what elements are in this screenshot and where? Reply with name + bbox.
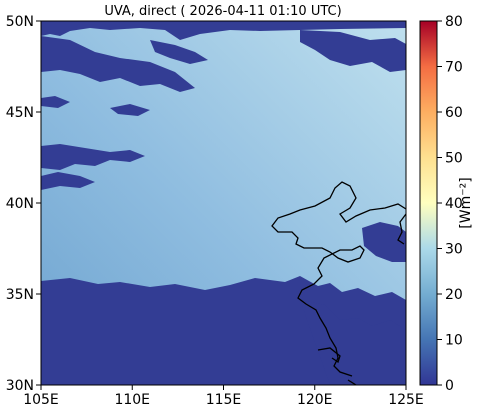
cloud-patch-mid-west: [110, 104, 150, 116]
coastline: [271, 181, 407, 386]
x-tick-label: 120E: [297, 392, 333, 408]
colorbar-tick-label: 70: [445, 60, 463, 76]
x-tick-label: 115E: [206, 392, 242, 408]
y-tick-label: 35N: [6, 287, 34, 303]
cloud-patch-nw: [41, 36, 195, 92]
y-tick-label: 45N: [6, 105, 34, 121]
y-tick-label: 30N: [6, 378, 34, 394]
colorbar-tick-label: 60: [445, 105, 463, 121]
map-title: UVA, direct ( 2026-04-11 01:10 UTC): [104, 4, 341, 19]
coastline-korea: [397, 213, 407, 245]
x-tick-label: 125E: [388, 392, 424, 408]
irradiance-field: [41, 21, 406, 385]
colorbar-tick-label: 0: [445, 378, 454, 394]
cloud-region-north: [41, 21, 406, 40]
cloud-patch-north-mid: [150, 40, 208, 64]
coastline-changjiang: [317, 347, 341, 364]
colorbar-gradient: [420, 21, 437, 385]
colorbar-ticks: 0 10 20 30 40 50 60 70 80: [437, 14, 463, 394]
cloud-patch-west-2: [41, 172, 95, 190]
colorbar-tick-label: 20: [445, 287, 463, 303]
colorbar-label: [Wm⁻²]: [458, 177, 474, 228]
colorbar-tick-label: 50: [445, 151, 463, 167]
y-axis: 30N 35N 40N 45N 50N: [6, 14, 41, 394]
colorbar-tick-label: 10: [445, 333, 463, 349]
x-tick-label: 105E: [23, 392, 59, 408]
y-tick-label: 40N: [6, 196, 34, 212]
coastline-bohai: [271, 181, 407, 377]
x-axis: 105E 110E 115E 120E 125E: [23, 385, 424, 408]
y-tick-label: 50N: [6, 14, 34, 30]
cloud-region-southeast: [300, 300, 406, 385]
colorbar-tick-label: 80: [445, 14, 463, 30]
colorbar-tick-label: 40: [445, 196, 463, 212]
cloud-patch-bohai: [362, 222, 406, 262]
cloud-patch-west: [41, 144, 145, 170]
cloud-patch-far-west: [41, 96, 70, 108]
cloud-patch-ne: [300, 30, 406, 72]
coastline-south: [347, 379, 357, 386]
x-tick-label: 110E: [114, 392, 150, 408]
colorbar-tick-label: 30: [445, 242, 463, 258]
